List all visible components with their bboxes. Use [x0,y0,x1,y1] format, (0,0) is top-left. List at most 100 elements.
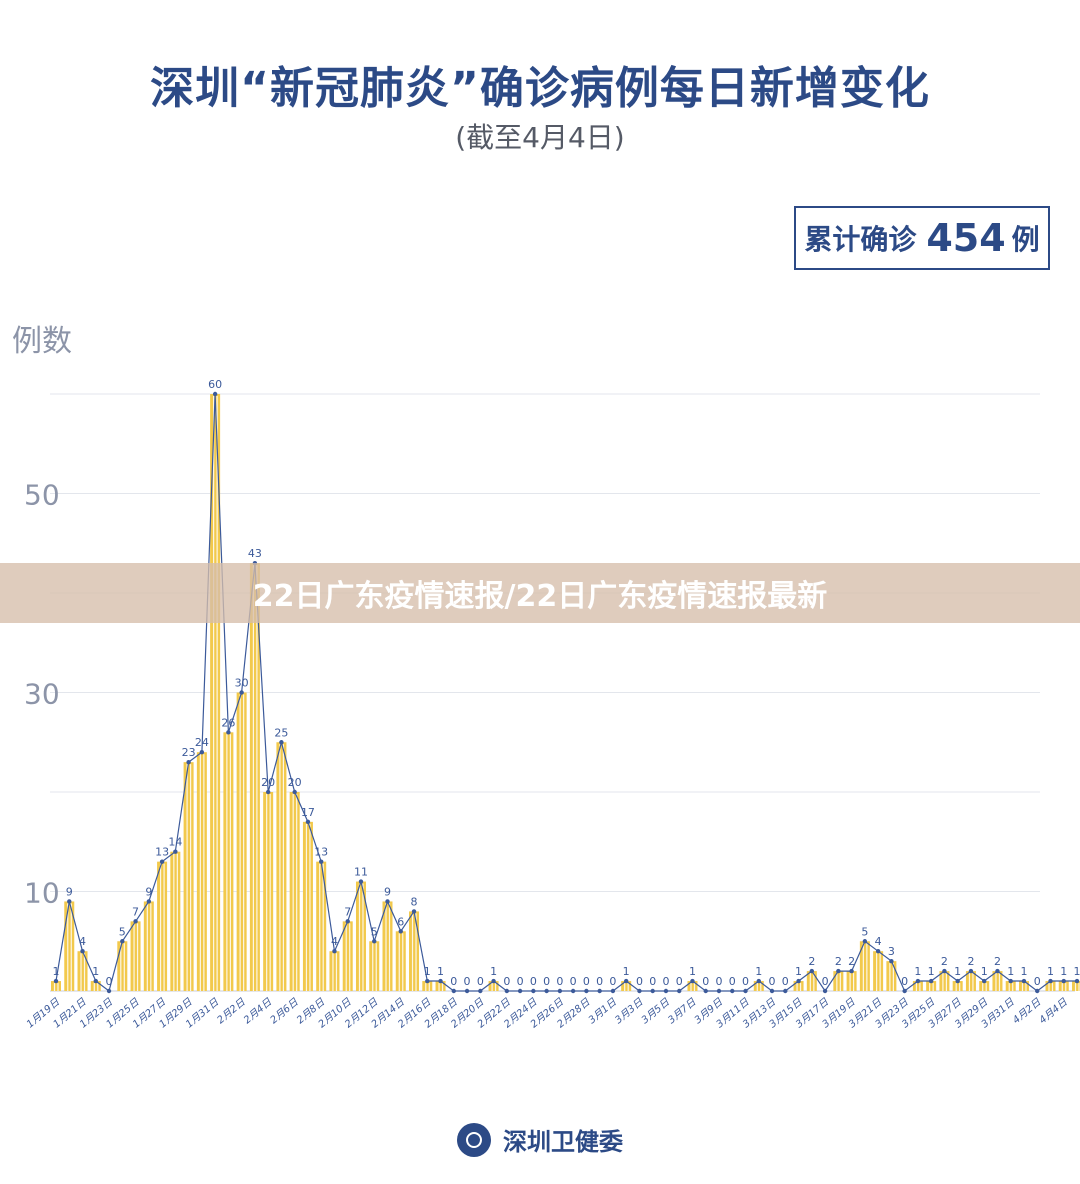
data-label: 1 [981,965,988,978]
data-point [345,919,350,924]
bar [873,951,884,991]
data-label: 0 [570,975,577,988]
data-point [517,988,523,994]
data-label: 1 [53,965,60,978]
data-point [504,988,510,994]
bar [263,792,274,991]
data-label: 0 [106,975,113,988]
data-label: 1 [914,965,921,978]
bar [77,951,88,991]
bar [289,792,300,991]
banner-text: 22日广东疫情速报/22日广东疫情速报最新 [252,579,828,614]
data-label: 2 [835,955,842,968]
data-label: 13 [155,846,169,859]
data-point [106,988,112,994]
data-label: 0 [649,975,656,988]
data-label: 0 [596,975,603,988]
data-label: 0 [543,975,550,988]
data-label: 1 [689,965,696,978]
data-point [67,899,72,904]
data-label: 17 [301,806,315,819]
data-point [730,988,735,994]
data-point [372,939,377,944]
bar [435,981,446,991]
data-point [690,978,695,984]
data-label: 1 [92,965,99,978]
data-label: 2 [808,955,815,968]
data-point [491,978,496,984]
data-point [756,978,761,984]
bar [183,762,194,991]
data-point [1008,978,1013,984]
data-label: 0 [729,975,736,988]
bar [979,981,990,991]
data-point [769,988,775,994]
data-point [292,789,297,795]
y-tick-label: 50 [24,479,60,512]
data-point [1061,978,1066,984]
data-point [557,988,563,994]
bar [939,971,950,991]
source-footer: 深圳卫健委 [0,1122,1080,1157]
data-point [1021,978,1027,984]
bar [342,921,353,991]
data-point [703,988,708,994]
data-label: 0 [662,975,669,988]
data-point [796,978,801,984]
bar [51,981,61,991]
data-point [173,849,178,854]
data-label: 0 [742,975,749,988]
total-cases-box: 累计确诊 454 例 [794,206,1050,270]
data-point [928,978,934,984]
total-label: 累计确诊 [804,223,917,256]
data-point [146,899,152,904]
bar [143,901,154,991]
data-label: 0 [477,975,484,988]
data-point [915,978,921,984]
bar [992,971,1003,991]
data-label: 1 [623,965,630,978]
bar [409,911,420,991]
bar [395,931,406,991]
data-point [425,978,430,984]
data-label: 60 [208,378,222,391]
data-label: 7 [132,905,139,918]
bar [687,981,698,991]
data-label: 2 [941,955,948,968]
bar [223,732,234,991]
total-value: 454 [926,216,1006,260]
data-point [80,949,85,954]
data-label: 1 [490,965,497,978]
data-point [783,988,788,994]
data-point [478,988,483,994]
data-label: 0 [583,975,590,988]
data-label: 0 [716,975,723,988]
data-point [942,968,947,974]
bar [859,941,870,991]
bar [1058,981,1069,991]
data-label: 43 [248,547,262,560]
bar [912,981,923,991]
data-label: 9 [66,885,73,898]
x-tick-label: 2月2日 [215,996,248,1026]
data-point [544,988,549,994]
data-point [968,968,974,974]
data-label: 0 [782,975,789,988]
bar [90,981,101,991]
data-label: 9 [145,885,152,898]
x-tick-label: 4月2日 [1011,996,1044,1026]
bar [1005,981,1016,991]
bar [64,901,75,991]
data-point [531,988,536,994]
data-label: 24 [195,736,209,749]
data-label: 0 [464,975,471,988]
data-point [186,759,191,765]
chart-title: 深圳“新冠肺炎”确诊病例每日新增变化 [150,63,930,114]
data-label: 1 [795,965,802,978]
data-point [239,690,244,695]
data-label: 0 [822,975,829,988]
data-label: 0 [676,975,683,988]
data-label: 8 [411,895,418,908]
data-point [982,978,987,984]
x-tick-label: 4月4日 [1038,996,1071,1026]
